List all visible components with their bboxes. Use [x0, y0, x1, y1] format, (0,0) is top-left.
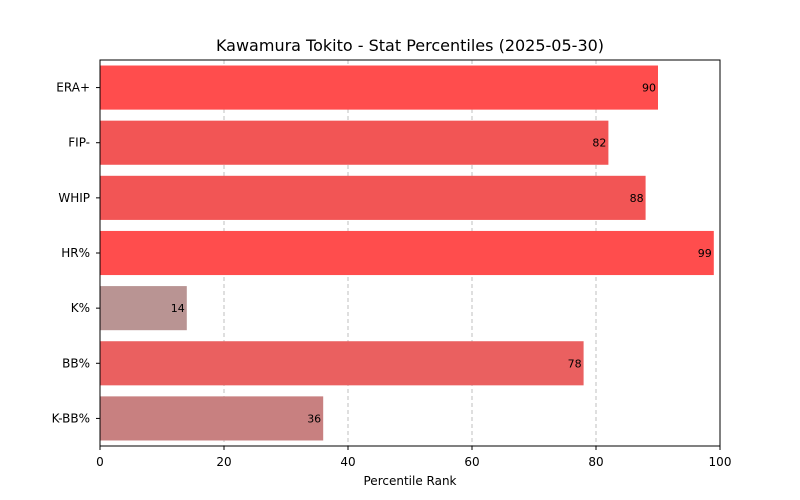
y-tick-label: BB%: [62, 356, 90, 370]
bar-ERA+: [100, 65, 658, 110]
x-axis-label: Percentile Rank: [364, 474, 457, 488]
data-label: 36: [307, 412, 321, 425]
x-tick-label: 100: [709, 455, 732, 469]
data-label: 78: [568, 357, 582, 370]
y-tick-label: WHIP: [58, 191, 90, 205]
x-axis-ticks: 0 20 40 60 80 100: [96, 446, 731, 469]
bar-HR%: [100, 230, 714, 276]
y-tick-label: HR%: [61, 246, 90, 260]
x-tick-label: 20: [216, 455, 231, 469]
x-tick-label: 0: [96, 455, 104, 469]
data-label: 90: [642, 82, 656, 95]
x-tick-label: 60: [464, 455, 479, 469]
x-tick-label: 40: [340, 455, 355, 469]
data-label: 88: [630, 192, 644, 205]
data-label: 99: [698, 247, 712, 260]
y-tick-label: K-BB%: [52, 411, 90, 425]
bars: 90 82 88 99 14 78 36: [100, 65, 714, 441]
data-label: 14: [171, 302, 185, 315]
data-label: 82: [592, 137, 606, 150]
bar-BB%: [100, 341, 584, 386]
x-tick-label: 80: [588, 455, 603, 469]
y-tick-label: K%: [71, 301, 90, 315]
y-tick-label: ERA+: [56, 81, 90, 95]
bar-FIP-: [100, 120, 609, 165]
bar-K-BB%: [100, 396, 324, 441]
y-tick-label: FIP-: [68, 136, 90, 150]
bar-K%: [100, 286, 187, 331]
y-axis-ticks: ERA+ FIP- WHIP HR% K% BB% K-BB%: [52, 81, 100, 425]
chart-title: Kawamura Tokito - Stat Percentiles (2025…: [216, 36, 604, 55]
bar-WHIP: [100, 175, 646, 220]
